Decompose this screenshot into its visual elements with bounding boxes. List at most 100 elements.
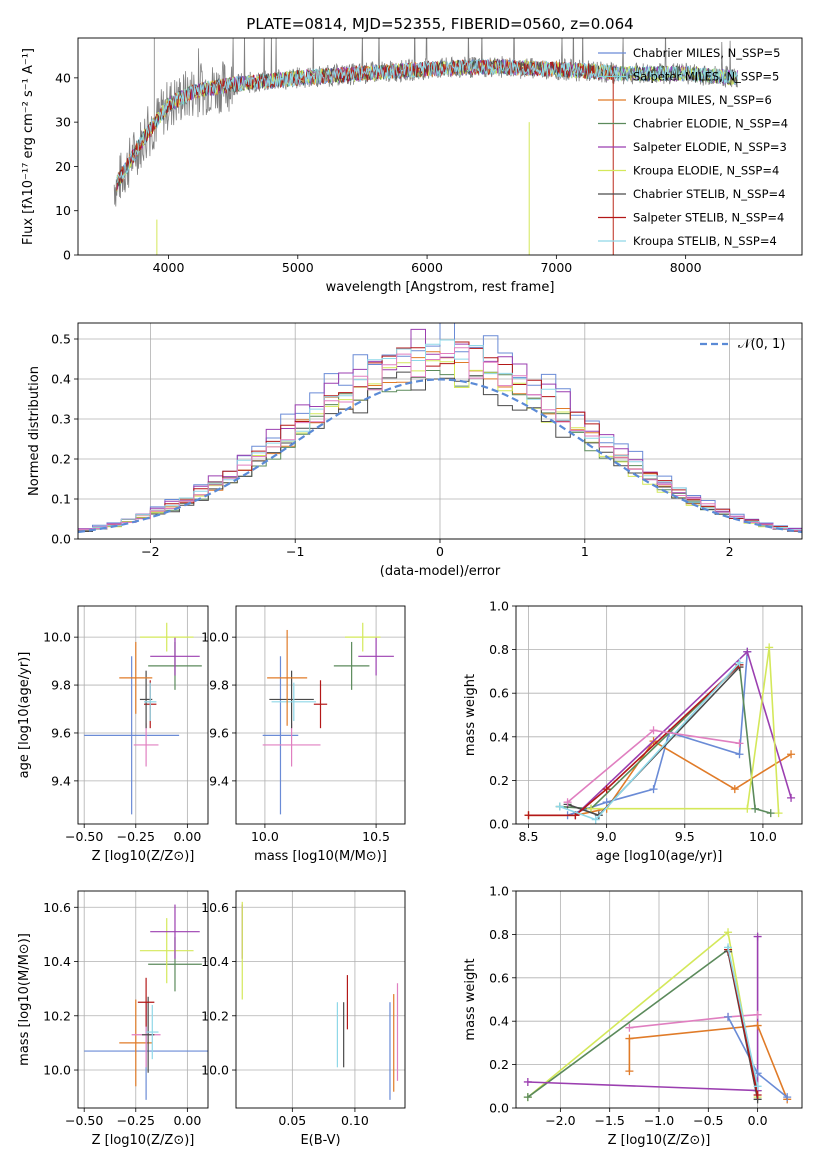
data-point <box>743 804 752 813</box>
x-tick-label: 9.0 <box>597 829 617 844</box>
error-bar-point <box>358 637 394 676</box>
plot-area <box>524 643 796 824</box>
y-tick-label: 9.4 <box>209 773 229 788</box>
y-tick-label: 0.4 <box>489 1014 509 1029</box>
panel-8: −2.0 −1.5 −1.0 −0.5 0.0 0.0 0.2 0.4 0.6 0.8 1.0 Z [… <box>463 884 803 1148</box>
series-line <box>527 948 759 1098</box>
x-axis-label: Z [log10(Z/Z⊙)] <box>608 1133 711 1148</box>
data-point <box>735 739 744 748</box>
x-tick-label: −0.25 <box>117 1113 155 1128</box>
y-tick-label: 20 <box>55 159 71 174</box>
x-tick-label: 2 <box>726 544 734 559</box>
x-tick-label: 0.00 <box>173 1113 201 1128</box>
data-point <box>753 1090 762 1099</box>
x-tick-label: 9.5 <box>675 829 695 844</box>
data-point <box>753 1010 762 1019</box>
x-tick-label: −1 <box>286 544 304 559</box>
legend-label: 𝒩(0, 1) <box>738 337 785 352</box>
y-axis-label: mass weight <box>463 958 478 1040</box>
data-point <box>625 1034 634 1043</box>
data-point <box>753 932 762 941</box>
mass-weight-series <box>724 1012 792 1102</box>
data-point <box>591 815 600 824</box>
data-point <box>602 785 611 794</box>
data-point <box>753 1021 762 1030</box>
error-bar-point <box>150 904 200 959</box>
mass-weight-series <box>523 945 762 1102</box>
error-bar-point <box>267 629 308 726</box>
x-axis-label: mass [log10(M/M⊙)] <box>254 849 387 864</box>
y-tick-label: 10.2 <box>43 1008 71 1023</box>
plot-area <box>241 901 399 1100</box>
x-tick-label: 0.10 <box>341 1113 369 1128</box>
mass-weight-series <box>724 943 762 1091</box>
error-bar-point <box>313 680 328 729</box>
y-tick-label: 0.1 <box>51 492 71 507</box>
data-point <box>649 785 658 794</box>
legend-label: Kroupa STELIB, N_SSP=4 <box>633 234 777 248</box>
axes-frame <box>77 605 209 825</box>
y-axis-label: Normed distribution <box>27 366 42 496</box>
error-bar-point <box>333 641 370 690</box>
y-tick-label: 30 <box>55 115 71 130</box>
legend-label: Chabrier ELODIE, N_SSP=4 <box>633 117 788 131</box>
y-tick-label: 9.8 <box>209 678 229 693</box>
data-point <box>787 793 796 802</box>
x-tick-label: −0.50 <box>65 1113 103 1128</box>
plot-area <box>113 38 738 255</box>
y-tick-label: 10 <box>55 203 71 218</box>
error-bar-point <box>137 977 155 1027</box>
mass-weight-series <box>524 660 744 820</box>
series-line <box>527 936 759 1092</box>
y-tick-label: 0.0 <box>489 817 509 832</box>
y-tick-label: 0.8 <box>489 927 509 942</box>
mass-weight-series <box>563 726 744 807</box>
data-point <box>724 928 733 937</box>
error-bar-point <box>271 682 317 721</box>
x-tick-label: −0.5 <box>693 1113 723 1128</box>
x-tick-label: 1 <box>581 544 589 559</box>
axes-frame <box>235 890 406 1109</box>
x-axis-label: Z [log10(Z/Z⊙)] <box>92 849 195 864</box>
y-tick-label: 0.6 <box>489 686 509 701</box>
series-line <box>591 647 780 814</box>
series-line <box>574 650 792 816</box>
legend-label: Salpeter STELIB, N_SSP=4 <box>633 211 784 225</box>
data-point <box>724 1012 733 1021</box>
y-tick-label: 10.0 <box>43 630 71 645</box>
x-tick-label: 10.5 <box>362 829 390 844</box>
error-bar-point <box>344 622 381 652</box>
error-bar-point <box>133 723 159 767</box>
x-tick-label: 0.0 <box>748 1113 768 1128</box>
series-line <box>727 947 759 1087</box>
axes-frame <box>77 37 803 256</box>
series-line <box>628 1024 788 1100</box>
error-bar-point <box>139 622 194 652</box>
x-tick-label: −2 <box>141 544 159 559</box>
x-tick-label: 6000 <box>411 260 443 275</box>
x-axis-label: Z [log10(Z/Z⊙)] <box>92 1133 195 1148</box>
axes-frame <box>515 890 803 1109</box>
y-tick-label: 0.2 <box>489 1057 509 1072</box>
mass-weight-series <box>523 932 762 1095</box>
data-point <box>774 809 783 818</box>
error-bar-point <box>84 656 180 815</box>
y-tick-label: 0 <box>63 248 71 263</box>
x-tick-label: 10.0 <box>251 829 279 844</box>
mass-weight-series <box>625 1021 792 1104</box>
plot-area <box>84 622 202 815</box>
x-tick-label: 8000 <box>670 260 702 275</box>
legend-label: Salpeter MILES, N_SSP=5 <box>633 70 779 84</box>
data-point <box>783 1093 792 1102</box>
series-line <box>559 663 771 814</box>
y-tick-label: 0.0 <box>51 532 71 547</box>
y-tick-label: 0.4 <box>489 729 509 744</box>
chart-title: PLATE=0814, MJD=52355, FIBERID=0560, z=0… <box>246 15 633 33</box>
x-tick-label: −2.0 <box>545 1113 575 1128</box>
panel-3: −0.50 −0.25 0.00 9.4 9.6 9.8 10.0 Z [log10(Z/Z⊙… <box>17 605 209 864</box>
series-line <box>528 664 741 817</box>
error-bar-point <box>139 918 194 984</box>
axes-frame <box>515 605 803 825</box>
y-tick-label: 10.6 <box>201 900 229 915</box>
